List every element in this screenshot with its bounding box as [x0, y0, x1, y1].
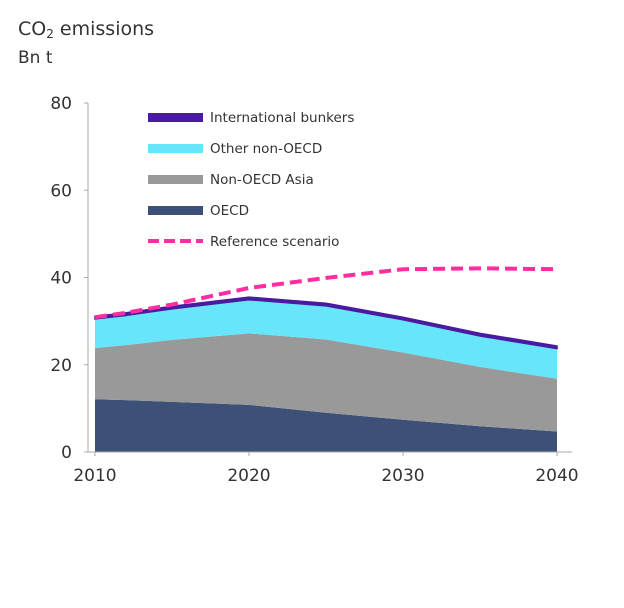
- area-international-bunkers: [94, 296, 558, 350]
- legend-label: OECD: [210, 203, 249, 219]
- legend-label: International bunkers: [210, 110, 354, 126]
- y-tick-label: 60: [50, 181, 72, 201]
- y-axis-label: Bn t: [18, 48, 53, 68]
- x-tick-label: 2040: [535, 466, 578, 486]
- legend-label: Reference scenario: [210, 234, 339, 250]
- area-oecd: [95, 399, 557, 452]
- title-subscript: 2: [46, 27, 54, 41]
- y-tick-label: 80: [50, 94, 72, 114]
- legend-label: Other non-OECD: [210, 141, 322, 157]
- legend-swatch-non-oecd-asia: [148, 175, 203, 184]
- area-non-oecd-asia: [95, 333, 557, 432]
- legend-label: Non-OECD Asia: [210, 172, 314, 188]
- x-tick-label: 2020: [227, 466, 270, 486]
- chart-title: CO2 emissions: [18, 18, 154, 41]
- legend-swatch-international-bunkers: [148, 113, 203, 122]
- legend-swatch-other-non-oecd: [148, 144, 203, 153]
- y-tick-label: 40: [50, 269, 72, 289]
- y-tick-label: 0: [61, 443, 72, 463]
- x-tick-label: 2030: [381, 466, 424, 486]
- y-tick-label: 20: [50, 356, 72, 376]
- x-tick-label: 2010: [73, 466, 116, 486]
- area-other-non-oecd: [95, 299, 557, 379]
- reference-scenario-line: [94, 266, 558, 320]
- legend-swatch-oecd: [148, 206, 203, 215]
- title-suffix: emissions: [53, 18, 155, 40]
- title-prefix: CO: [18, 18, 47, 40]
